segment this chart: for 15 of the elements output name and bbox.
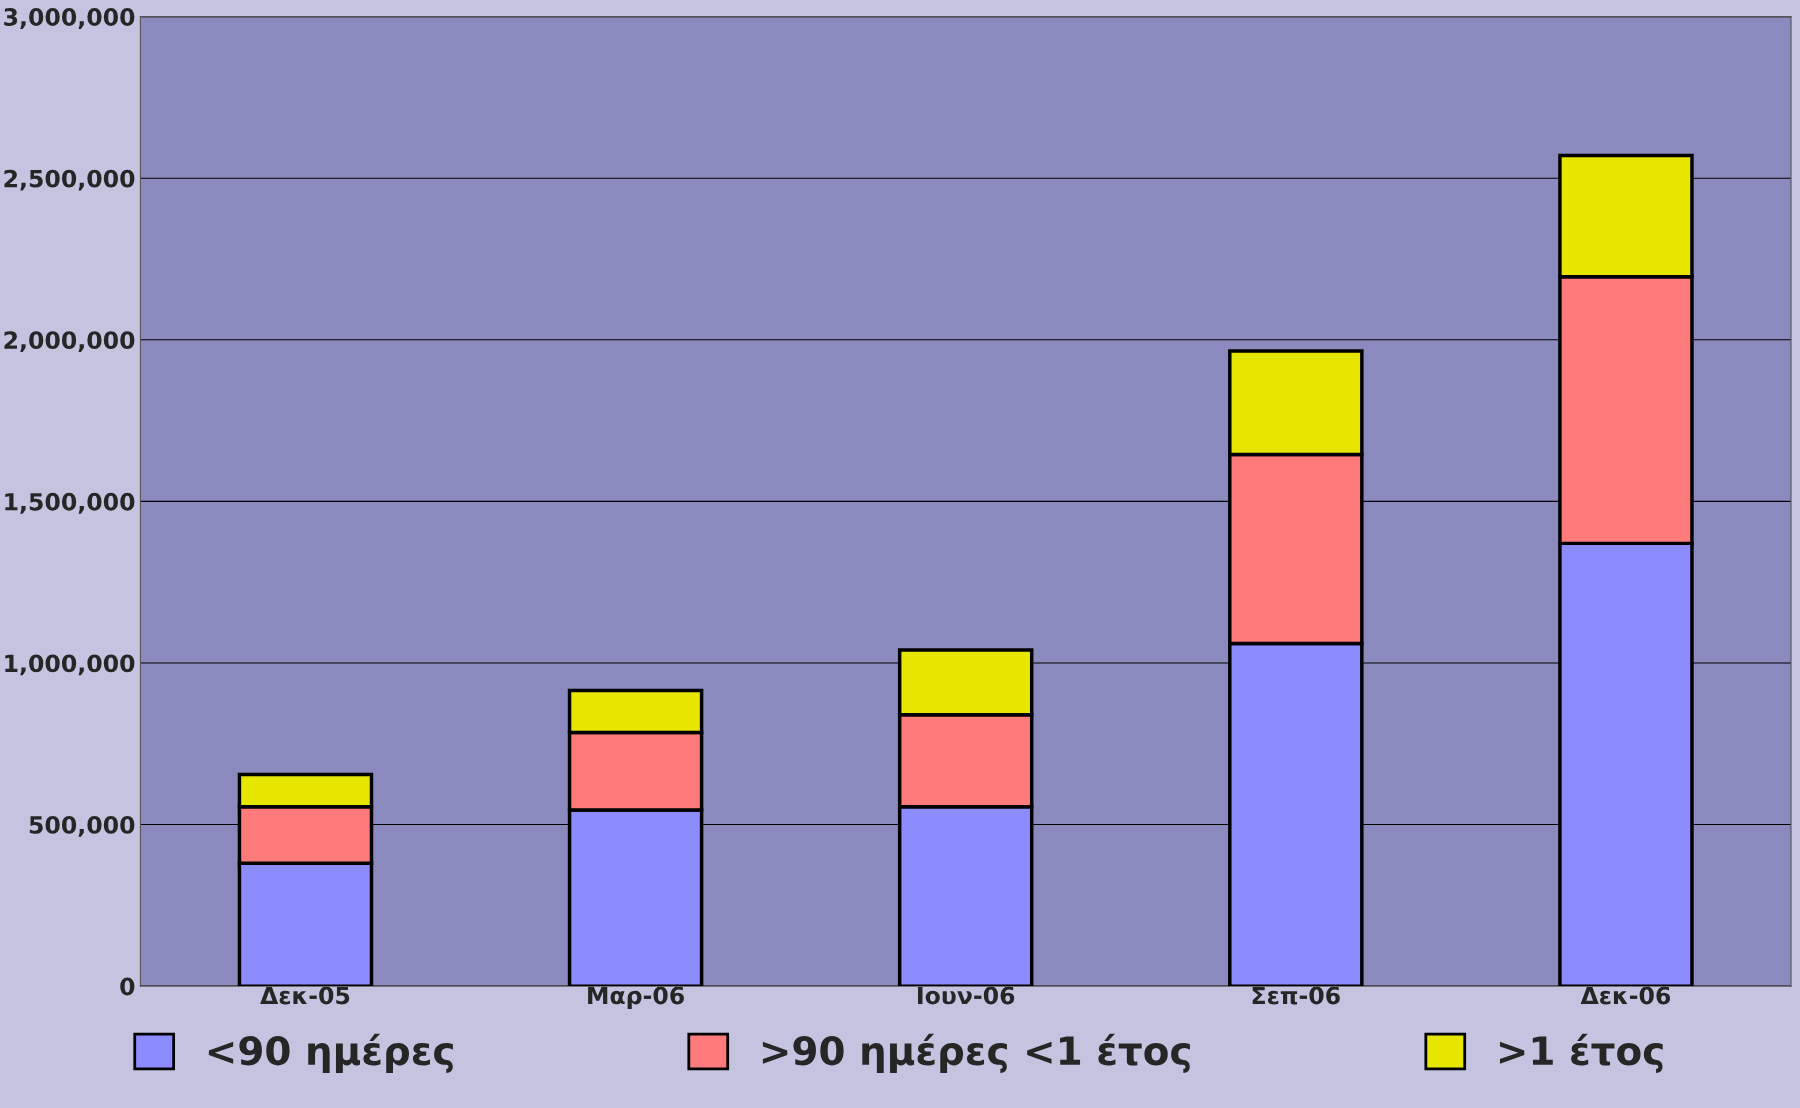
legend-label: <90 ημέρες (208, 1033, 453, 1073)
y-tick-label: 2,000,000 (4, 331, 135, 353)
y-tick-label: 1,000,000 (5, 654, 135, 676)
y-tick-label: 3,000,000 (4, 8, 135, 29)
x-tick-label: Δεκ-06 (1580, 986, 1671, 1005)
legend-label: >90 ημέρες <1 έτος (762, 1033, 1190, 1073)
y-tick-label: 500,000 (29, 815, 135, 837)
x-tick-label: Δεκ-05 (260, 986, 350, 1005)
x-tick-label: Μαρ-06 (588, 986, 684, 1009)
y-tick-label: 2,500,000 (4, 169, 135, 191)
y-tick-label: 0 (120, 977, 135, 996)
y-tick-label: 1,500,000 (5, 492, 135, 514)
legend-label: >1 έτος (1499, 1033, 1663, 1073)
x-tick-label: Ιουν-06 (918, 986, 1015, 1005)
x-tick-label: Σεπ-06 (1252, 986, 1340, 1005)
